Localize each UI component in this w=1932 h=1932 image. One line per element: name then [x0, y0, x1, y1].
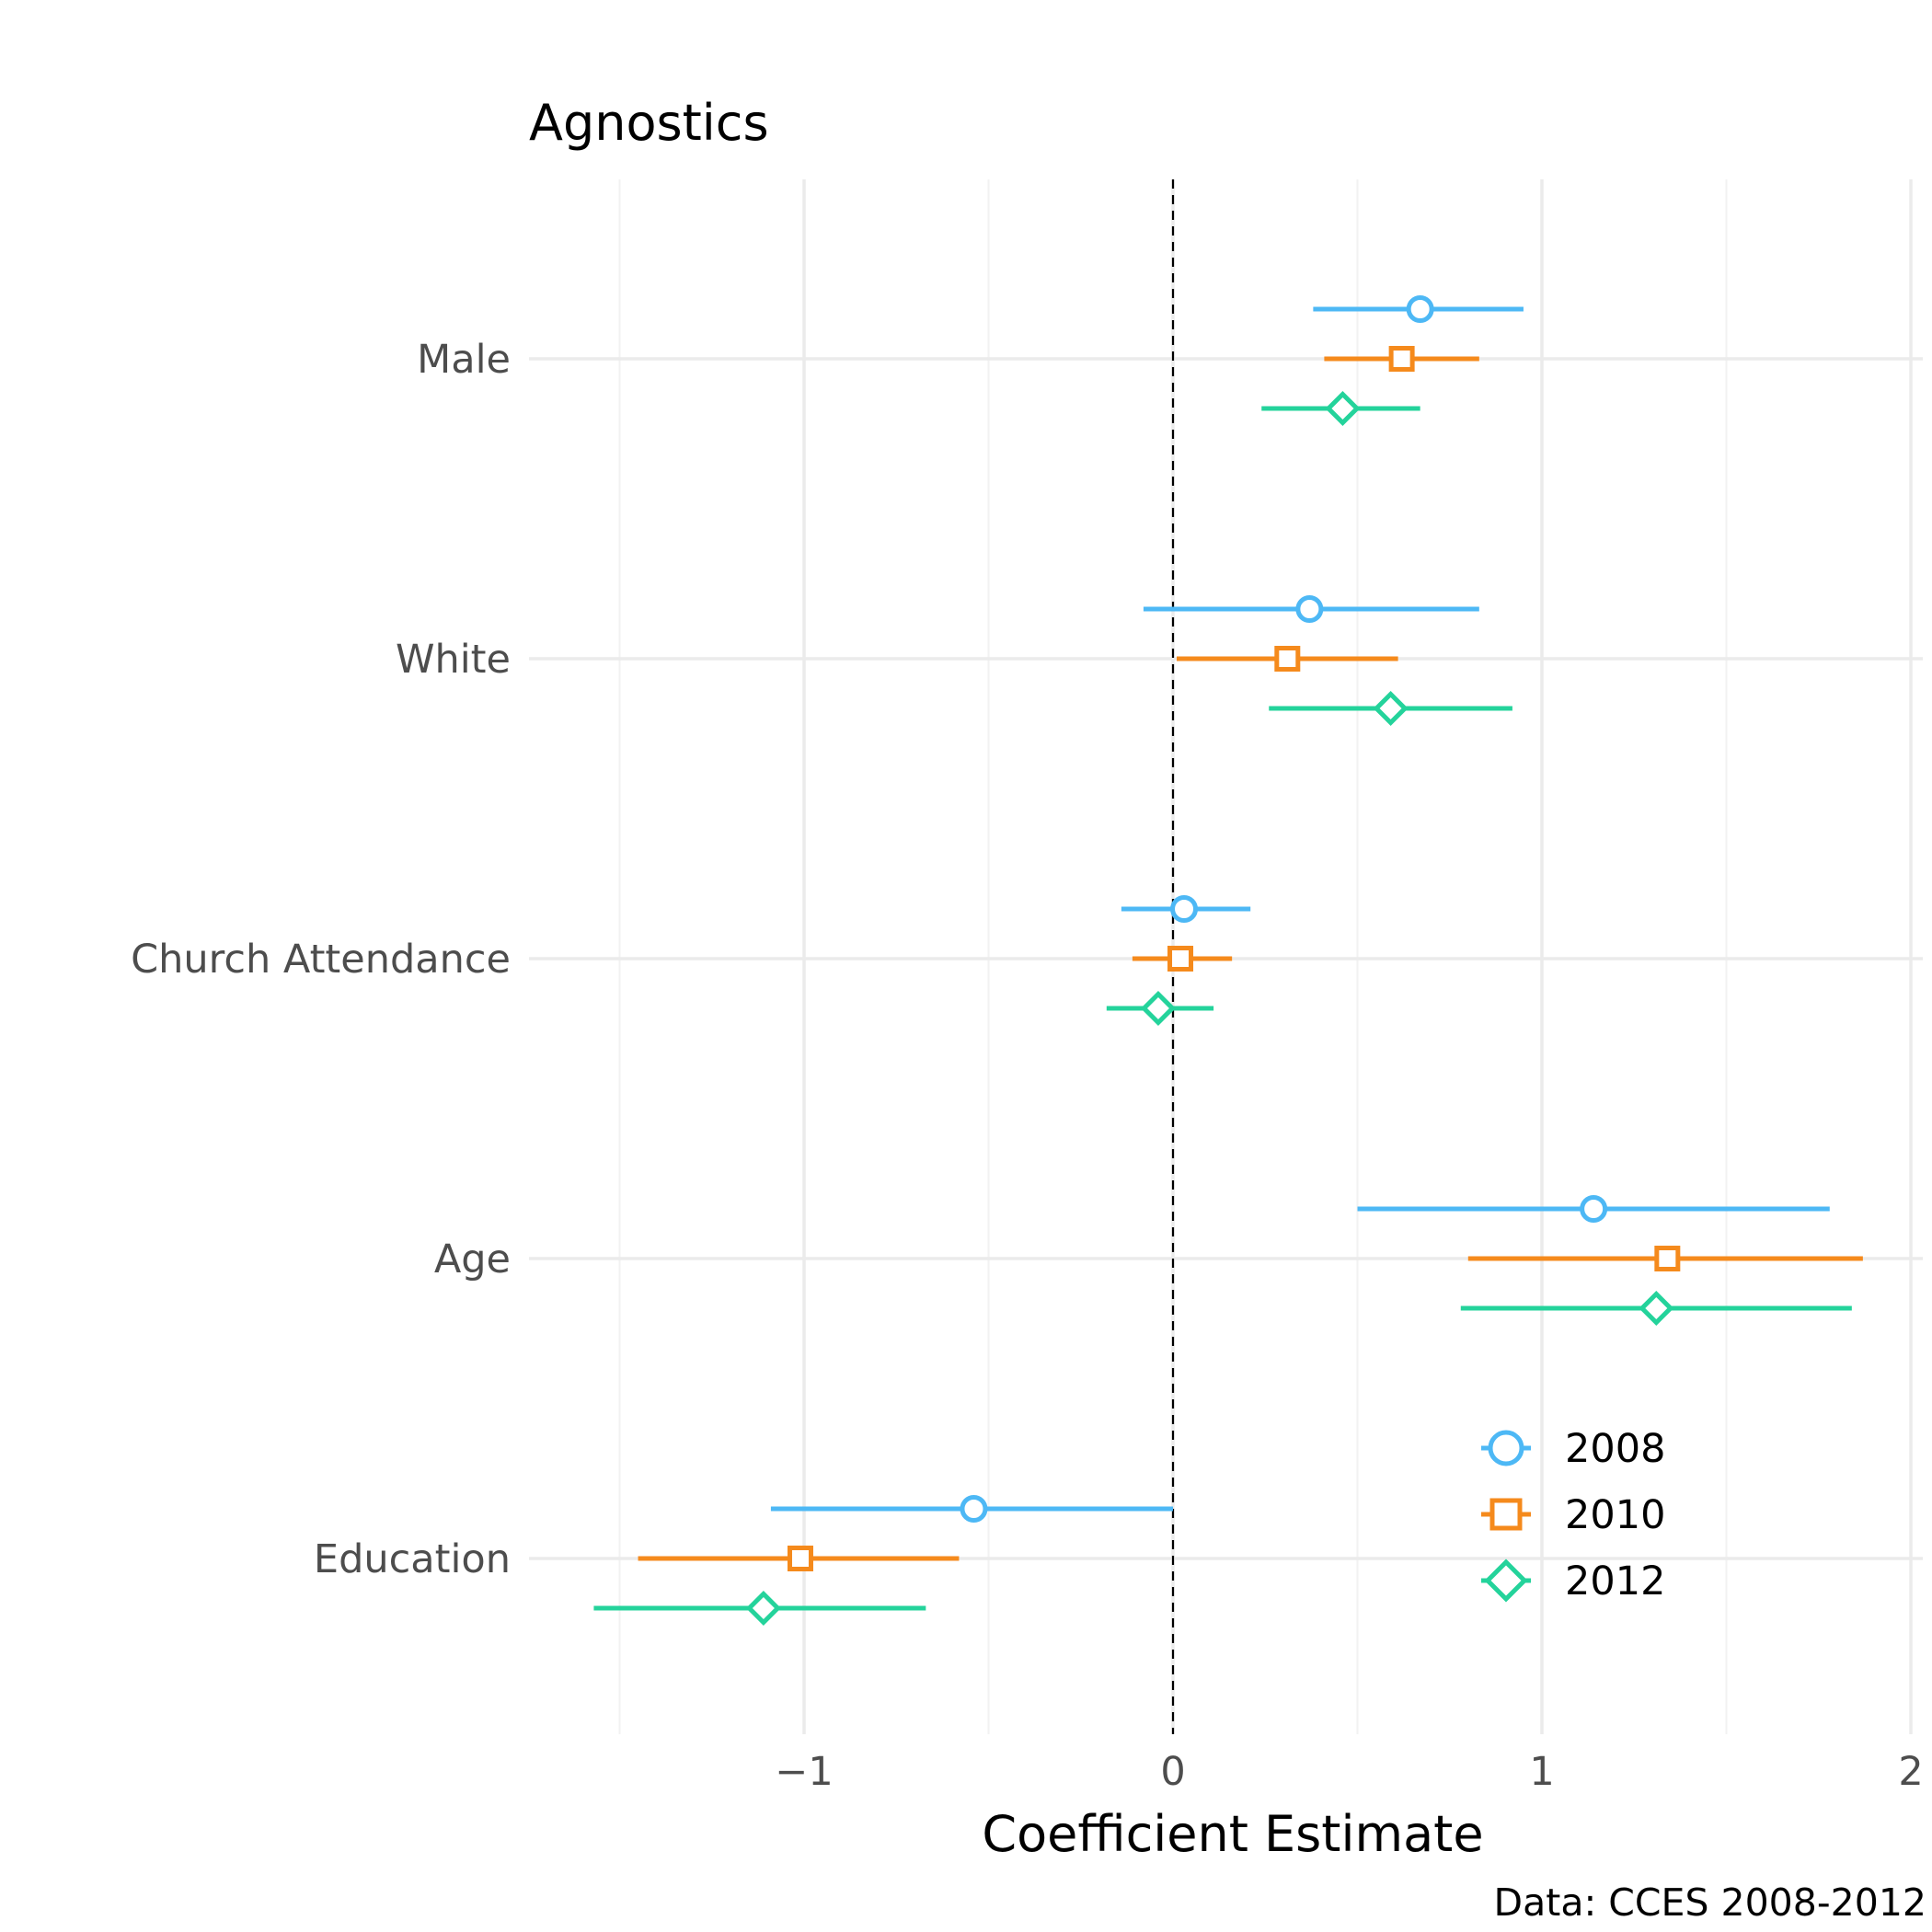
legend-item-2008: 2008	[1481, 1426, 1665, 1472]
y-tick-label: Male	[417, 337, 511, 383]
y-tick-label: Age	[434, 1236, 511, 1282]
y-tick-label: White	[396, 637, 511, 683]
series	[593, 295, 1863, 1627]
estimate-point	[1325, 390, 1361, 427]
estimate-point	[1639, 1290, 1674, 1327]
x-tick-label: 2	[1898, 1749, 1923, 1795]
legend: 2008 2010 2012	[1481, 1426, 1665, 1604]
estimate-point	[1580, 1195, 1608, 1223]
series-2010	[638, 346, 1863, 1571]
estimate-point	[745, 1590, 781, 1627]
legend-key-marker	[1488, 1430, 1524, 1466]
x-axis-tick-labels: −1 0 1 2	[775, 1749, 1923, 1795]
x-tick-label: 0	[1160, 1749, 1185, 1795]
y-tick-label: Education	[314, 1536, 511, 1582]
estimate-point	[960, 1495, 988, 1523]
legend-item-2010: 2010	[1481, 1492, 1665, 1538]
estimate-point	[1388, 346, 1415, 372]
legend-label: 2012	[1565, 1558, 1665, 1604]
legend-key-marker	[1484, 1558, 1528, 1603]
estimate-point	[1406, 295, 1434, 323]
series-2008	[770, 295, 1830, 1523]
legend-item-2012: 2012	[1481, 1558, 1665, 1604]
estimate-point	[1167, 946, 1194, 972]
estimate-point	[1170, 895, 1199, 923]
estimate-point	[1373, 690, 1409, 727]
estimate-point	[1140, 990, 1176, 1027]
x-tick-label: −1	[775, 1749, 833, 1795]
y-tick-label: Church Attendance	[131, 937, 511, 983]
estimate-point	[1274, 646, 1301, 672]
x-axis-label: Coefficient Estimate	[982, 1805, 1483, 1863]
legend-label: 2008	[1565, 1426, 1665, 1472]
estimate-point	[787, 1546, 813, 1571]
chart-title: Agnostics	[529, 94, 769, 152]
x-tick-label: 1	[1529, 1749, 1554, 1795]
legend-key-marker	[1489, 1498, 1523, 1531]
y-axis-tick-labels: Male White Church Attendance Age Education	[131, 337, 511, 1582]
estimate-point	[1295, 595, 1324, 623]
legend-label: 2010	[1565, 1492, 1665, 1538]
caption: Data: CCES 2008-2012	[1494, 1880, 1926, 1925]
series-2012	[593, 390, 1852, 1627]
estimate-point	[1654, 1246, 1681, 1271]
